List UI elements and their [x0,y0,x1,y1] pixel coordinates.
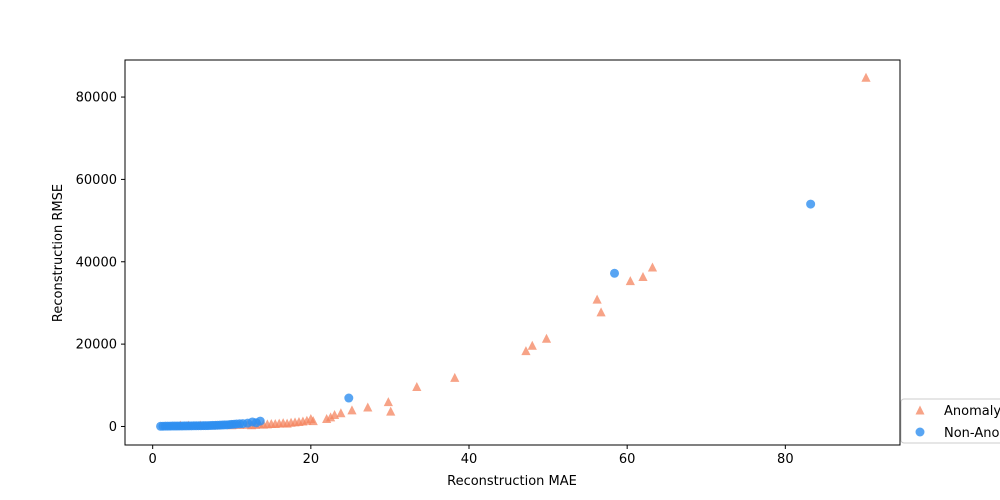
x-tick-label: 0 [149,452,157,467]
anomaly-point [647,262,658,272]
x-tick-label: 20 [303,452,320,467]
anomaly-point [326,412,336,422]
x-tick-label: 40 [461,452,478,467]
anomaly-point [412,381,422,391]
anomaly-point [383,397,393,407]
anomaly-point [625,276,635,286]
anomaly-point [386,406,396,416]
anomaly-point [336,408,346,418]
plot-area: 0 20 40 60 80 0 20000 40000 60000 80000 [76,59,901,467]
y-tick-label: 40000 [76,255,117,270]
y-tick-label: 80000 [76,91,117,106]
x-tick-label: 80 [777,452,794,467]
legend-non-anomaly-label: Non-Anomaly [944,426,1000,441]
legend-anomaly-marker [915,405,925,415]
x-tick-label: 60 [619,452,636,467]
legend-anomaly-label: Anomaly [944,404,1000,419]
anomaly-point [541,333,552,343]
non-anomaly-point [610,268,620,278]
non-anomaly-point [255,416,265,426]
anomaly-point [363,402,373,412]
anomaly-point [527,340,537,350]
x-axis-label: Reconstruction MAE [447,474,577,489]
non-anomaly-point [806,199,816,209]
non-anomaly-point [344,393,354,403]
y-tick-label: 60000 [76,173,117,188]
x-axis-ticks: 0 20 40 60 80 [149,445,794,467]
anomaly-point [347,405,357,415]
anomaly-point [861,72,871,82]
legend: Anomaly Non-Anomaly [900,398,1000,444]
anomaly-point [308,416,318,426]
legend-box [900,398,1000,444]
anomaly-point [638,272,648,281]
y-tick-label: 0 [109,420,117,435]
data-points [156,72,871,431]
anomaly-point [592,294,602,304]
plot-frame [124,59,901,446]
y-axis-label: Reconstruction RMSE [51,184,66,322]
anomaly-point [521,346,531,356]
legend-non-anomaly-marker [915,427,925,437]
anomaly-point [596,307,606,317]
anomaly-point [450,372,460,382]
y-axis-ticks: 0 20000 40000 60000 80000 [76,91,125,435]
y-tick-label: 20000 [76,338,117,353]
